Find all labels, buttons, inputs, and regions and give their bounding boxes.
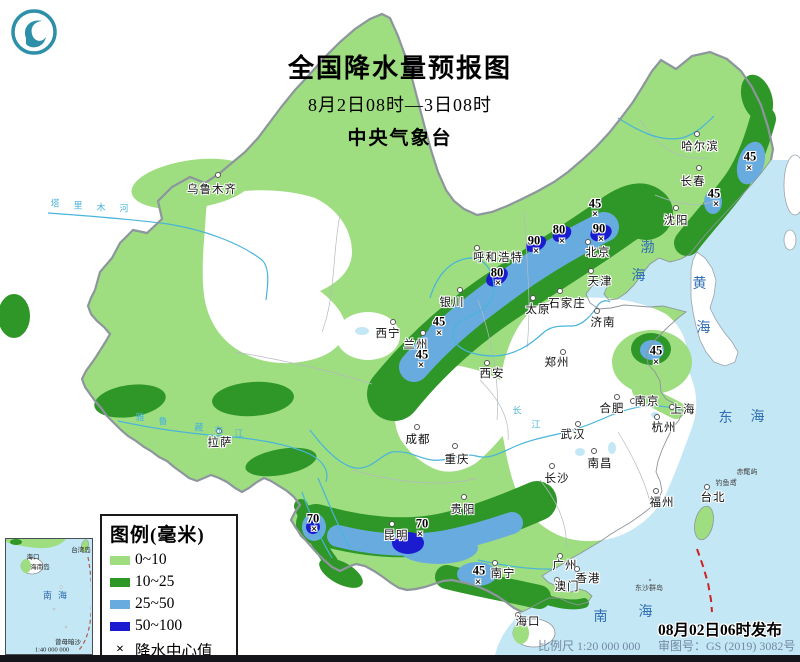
- legend-box: 图例(毫米) 0~10 10~25 25~50 50~100 × 降水中心值: [100, 514, 238, 662]
- inset-scale-label: 1:40 000 000: [34, 646, 70, 654]
- agency-name: 中央气象台: [347, 128, 453, 149]
- page-title: 全国降水量预报图: [287, 54, 512, 83]
- legend-color-swatch: [110, 577, 130, 587]
- dashed-boundary-line: [696, 548, 713, 613]
- rain-50-100-cores: [306, 224, 612, 554]
- legend-color-swatch: [110, 621, 130, 631]
- inset-sea-label: 南海: [42, 590, 74, 601]
- national-border: [80, 12, 775, 613]
- legend-color-swatch: [110, 599, 130, 609]
- legend-title: 图例(毫米): [110, 525, 205, 546]
- inset-hainan-label: 海南岛: [30, 564, 50, 571]
- legend-item: 0~10: [110, 551, 234, 569]
- inset-shoal-label: 曾母暗沙: [55, 639, 81, 646]
- japan-landmass: [783, 229, 797, 251]
- rain-25-50-regions: [302, 141, 766, 586]
- map-scale: 比例尺 1:20 000 000: [538, 639, 641, 653]
- precip-center-symbol: ×: [116, 642, 124, 657]
- legend-items: 0~10 10~25 25~50 50~100: [110, 551, 234, 635]
- legend-range-label: 50~100: [135, 617, 183, 634]
- forecast-period: 8月2日08时—3日08时: [308, 95, 492, 115]
- inset-haikou-label: 海口: [26, 554, 40, 561]
- legend-range-label: 10~25: [135, 573, 175, 590]
- map-approval-number: 审图号：GS (2019) 3082号: [658, 639, 796, 653]
- legend-item: 25~50: [110, 595, 234, 613]
- legend-range-label: 0~10: [135, 551, 167, 568]
- korea-landmass: [690, 251, 739, 367]
- south-china-sea-inset: 台湾岛 海口 海南岛 南海 曾母暗沙 1:40 000 000: [5, 538, 93, 655]
- cma-logo-icon: [11, 9, 57, 55]
- release-time: 08月02日06时发布: [657, 622, 782, 639]
- legend-item: 10~25: [110, 573, 234, 591]
- bottom-bar: [0, 655, 800, 662]
- inset-map: [6, 539, 93, 652]
- hainan-island-green: [513, 622, 529, 644]
- province-borders: [234, 119, 717, 549]
- legend-color-swatch: [110, 555, 130, 565]
- rivers: [47, 115, 715, 570]
- diaoyu-island-dots: [648, 468, 747, 582]
- map-header: 全国降水量预报图 8月2日08时—3日08时 中央气象台: [0, 0, 800, 150]
- inset-taiwan-label: 台湾岛: [71, 547, 91, 554]
- sea-area: [493, 160, 800, 662]
- legend-range-label: 25~50: [135, 595, 175, 612]
- taiwan-island: [694, 505, 714, 541]
- japan-landmass: [783, 154, 800, 216]
- legend-item: 50~100: [110, 617, 234, 635]
